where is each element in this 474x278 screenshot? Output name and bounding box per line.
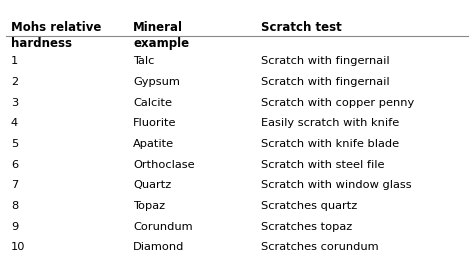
Text: Corundum: Corundum [133, 222, 193, 232]
Text: Fluorite: Fluorite [133, 118, 177, 128]
Text: 4: 4 [11, 118, 18, 128]
Text: 10: 10 [11, 242, 25, 252]
Text: Apatite: Apatite [133, 139, 174, 149]
Text: Topaz: Topaz [133, 201, 165, 211]
Text: Easily scratch with knife: Easily scratch with knife [261, 118, 399, 128]
Text: 2: 2 [11, 77, 18, 87]
Text: Scratch with copper penny: Scratch with copper penny [261, 98, 414, 108]
Text: Calcite: Calcite [133, 98, 173, 108]
Text: Talc: Talc [133, 56, 155, 66]
Text: Quartz: Quartz [133, 180, 172, 190]
Text: 8: 8 [11, 201, 18, 211]
Text: Diamond: Diamond [133, 242, 185, 252]
Text: Scratch with fingernail: Scratch with fingernail [261, 56, 389, 66]
Text: Scratch with window glass: Scratch with window glass [261, 180, 411, 190]
Text: 3: 3 [11, 98, 18, 108]
Text: 9: 9 [11, 222, 18, 232]
Text: Scratches quartz: Scratches quartz [261, 201, 357, 211]
Text: Scratch with knife blade: Scratch with knife blade [261, 139, 399, 149]
Text: Scratch test: Scratch test [261, 21, 341, 34]
Text: Scratches corundum: Scratches corundum [261, 242, 378, 252]
Text: Gypsum: Gypsum [133, 77, 180, 87]
Text: Orthoclase: Orthoclase [133, 160, 195, 170]
Text: Scratch with fingernail: Scratch with fingernail [261, 77, 389, 87]
Text: 5: 5 [11, 139, 18, 149]
Text: Mohs relative
hardness: Mohs relative hardness [11, 21, 101, 50]
Text: 7: 7 [11, 180, 18, 190]
Text: Scratches topaz: Scratches topaz [261, 222, 352, 232]
Text: 6: 6 [11, 160, 18, 170]
Text: Scratch with steel file: Scratch with steel file [261, 160, 384, 170]
Text: Mineral
example: Mineral example [133, 21, 190, 50]
Text: 1: 1 [11, 56, 18, 66]
